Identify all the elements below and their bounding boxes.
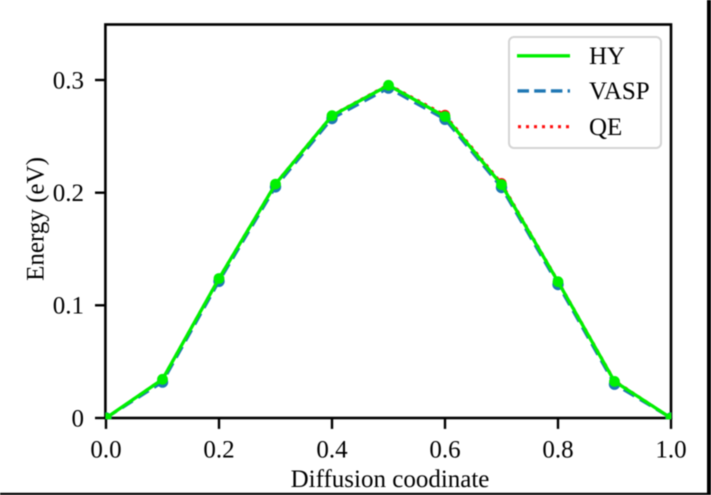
svg-text:0.8: 0.8 — [542, 437, 573, 464]
svg-text:QE: QE — [589, 114, 622, 141]
svg-text:0.2: 0.2 — [53, 180, 84, 207]
svg-text:0.6: 0.6 — [429, 437, 460, 464]
svg-text:0.0: 0.0 — [90, 437, 121, 464]
svg-text:VASP: VASP — [589, 78, 650, 105]
svg-text:0.4: 0.4 — [316, 437, 348, 464]
svg-text:0.1: 0.1 — [53, 293, 84, 320]
svg-text:1.0: 1.0 — [655, 437, 686, 464]
svg-text:0.3: 0.3 — [53, 67, 84, 94]
svg-text:0.2: 0.2 — [203, 437, 234, 464]
svg-text:HY: HY — [589, 43, 625, 70]
svg-text:0: 0 — [72, 405, 85, 432]
svg-text:Diffusion coodinate: Diffusion coodinate — [291, 466, 490, 493]
svg-text:Energy (eV): Energy (eV) — [23, 157, 50, 281]
